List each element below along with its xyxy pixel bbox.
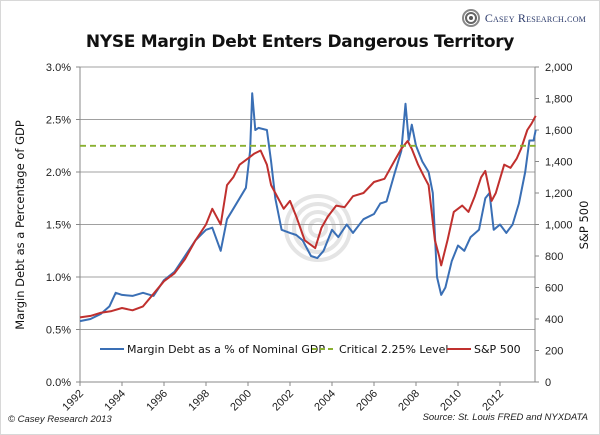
sp500-line [79, 115, 537, 319]
series-group [79, 92, 537, 323]
x-tick-label: 1994 [102, 388, 128, 414]
legend-item-sp500-label: S&P 500 [474, 343, 521, 356]
y-tick-label: 0.5% [46, 325, 71, 337]
chart-title: NYSE Margin Debt Enters Dangerous Territ… [85, 32, 515, 52]
y2-tick-label: 1,800 [545, 94, 573, 106]
y-tick-label: 1.0% [46, 272, 71, 284]
y-axis-title: Margin Debt as a Percentage of GDP [13, 120, 27, 330]
y-tick-label: 0.0% [46, 377, 71, 389]
x-tick-label: 1998 [186, 388, 212, 414]
y-tick-label: 2.0% [46, 167, 71, 179]
gridlines [80, 66, 535, 330]
y2-tick-label: 1,200 [545, 188, 573, 200]
y2-tick-label: 800 [545, 251, 563, 263]
copyright-note: © Casey Research 2013 [8, 414, 112, 425]
x-tick-label: 2006 [354, 388, 380, 414]
y2-axis-title: S&P 500 [577, 201, 591, 250]
brand-name: Casey Research.com [484, 10, 586, 25]
legend-item-critical-label: Critical 2.25% Level [339, 343, 448, 356]
watermark-ring [300, 210, 336, 246]
legend: Margin Debt as a % of Nominal GDP Critica… [100, 343, 521, 356]
y2-tick-label: 2,000 [545, 62, 573, 74]
axes: 0.0% 0.5% 1.0% 1.5% 2.0% 2.5% 3.0% 0 200 400 600 80… [46, 62, 573, 413]
x-tick-label: 1996 [144, 388, 170, 414]
watermark-icon [284, 194, 352, 262]
x-tick-label: 1992 [60, 388, 86, 414]
x-tick-label: 2002 [270, 388, 296, 414]
legend-item-margin-debt-label: Margin Debt as a % of Nominal GDP [127, 343, 325, 356]
x-tick-label: 2012 [480, 388, 506, 414]
y2-tick-label: 400 [545, 314, 563, 326]
y2-tick-label: 200 [545, 346, 563, 358]
y2-tick-label: 0 [545, 377, 551, 389]
x-tick-label: 2004 [312, 388, 338, 414]
y2-tick-label: 1,600 [545, 125, 573, 137]
y-tick-label: 3.0% [46, 62, 71, 74]
x-tick-label: 2000 [228, 388, 254, 414]
source-note: Source: St. Louis FRED and NYXDATA [422, 412, 588, 423]
y-tick-label: 1.5% [46, 220, 71, 232]
x-tick-label: 2008 [396, 388, 422, 414]
brand-logo: Casey Research.com [461, 9, 586, 27]
y2-tick-label: 1,000 [545, 220, 573, 232]
y2-tick-label: 1,400 [545, 157, 573, 169]
y2-tick-label: 600 [545, 283, 563, 295]
casey-logo-icon [461, 9, 480, 27]
watermark-ring [292, 202, 344, 254]
x-tick-label: 2010 [438, 388, 464, 414]
y-tick-label: 2.5% [46, 115, 71, 127]
